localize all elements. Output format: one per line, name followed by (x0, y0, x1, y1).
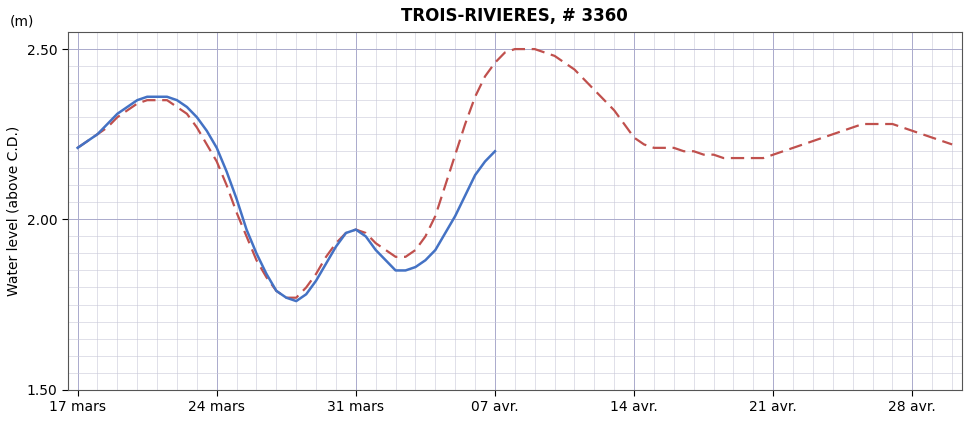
Y-axis label: Water level (above C.D.): Water level (above C.D.) (7, 126, 21, 296)
Title: TROIS-RIVIERES, # 3360: TROIS-RIVIERES, # 3360 (401, 7, 628, 25)
Text: (m): (m) (10, 14, 34, 29)
